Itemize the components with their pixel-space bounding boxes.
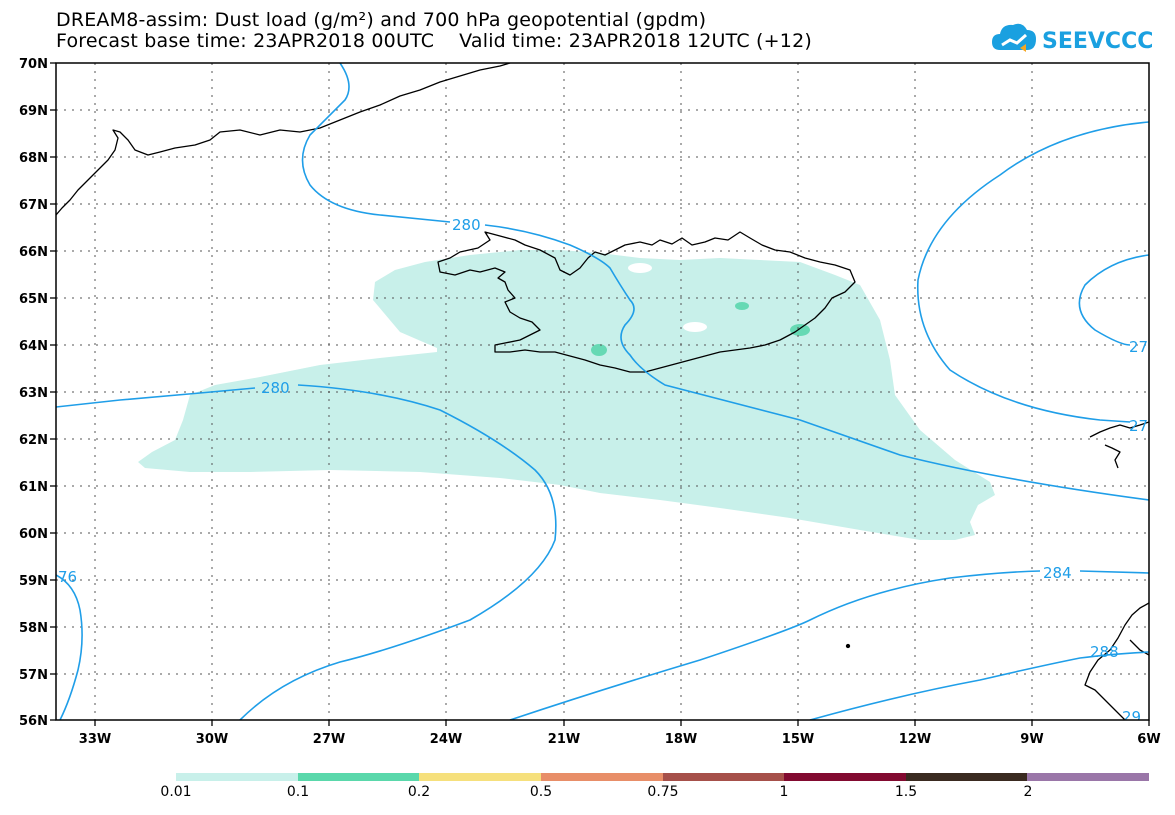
iceland-coast (437, 231, 856, 373)
dust-patch (790, 324, 810, 336)
lat-label: 63N (19, 386, 48, 401)
lat-label: 66N (19, 245, 48, 260)
cloud-chart-icon (992, 23, 1036, 52)
colorbar-label: 0.01 (160, 784, 192, 800)
lon-label: 9W (1020, 732, 1043, 747)
longitude-labels: 33W 30W 27W 24W 21W 18W 15W 12W 9W 6W (79, 732, 1161, 747)
lon-label: 21W (548, 732, 580, 747)
colorbar-label: 1 (779, 784, 789, 800)
contour-label: 27 (1129, 338, 1148, 356)
contour-27-east-inner (1078, 254, 1149, 346)
geopotential-contours (56, 63, 1149, 720)
colorbar-segment (297, 773, 420, 781)
colorbar-segment (1027, 773, 1149, 781)
lat-label: 64N (19, 339, 48, 354)
contour-280-north (301, 63, 1149, 501)
colorbar-label: 0.5 (529, 784, 553, 800)
lat-label: 70N (19, 57, 48, 72)
logo-text: SEEVCCC (1042, 29, 1153, 54)
contour-label: 288 (1090, 643, 1119, 661)
lat-label: 65N (19, 292, 48, 307)
colorbar-label: 0.2 (407, 784, 431, 800)
dust-patch (591, 344, 607, 356)
colorbar (176, 773, 1149, 781)
dust-area-low (138, 250, 995, 540)
faroe-coast (1089, 421, 1149, 438)
faroe-coast (1104, 444, 1121, 469)
lon-label: 15W (782, 732, 814, 747)
lat-label: 68N (19, 151, 48, 166)
lat-label: 62N (19, 433, 48, 448)
contour-280-south (56, 384, 557, 720)
contour-label: 29 (1122, 708, 1141, 726)
lat-label: 58N (19, 621, 48, 636)
scotland-coast (1129, 639, 1149, 656)
greenland-coast (56, 63, 511, 216)
dust-gap (628, 263, 652, 273)
lat-label: 56N (19, 714, 48, 729)
colorbar-segment (419, 773, 541, 781)
lat-label: 61N (19, 480, 48, 495)
scotland-coast (1084, 602, 1149, 720)
contour-low-west (56, 574, 83, 720)
colorbar-segment (176, 773, 298, 781)
lon-label: 24W (430, 732, 462, 747)
map-title: DREAM8-assim: Dust load (g/m²) and 700 h… (56, 9, 707, 31)
seevccc-logo: SEEVCCC (992, 23, 1153, 54)
map-subtitle-times: Forecast base time: 23APR2018 00UTC Vali… (56, 30, 812, 52)
lon-label: 33W (79, 732, 111, 747)
colorbar-label: 1.5 (894, 784, 918, 800)
colorbar-label: 0.1 (286, 784, 310, 800)
lon-label: 12W (899, 732, 931, 747)
dust-patch (735, 302, 749, 310)
lat-label: 69N (19, 104, 48, 119)
colorbar-label: 0.75 (647, 784, 679, 800)
dust-gap (683, 322, 707, 332)
lon-label: 18W (665, 732, 697, 747)
contour-284 (509, 570, 1149, 720)
coastlines (56, 63, 1149, 720)
contour-label: 280 (261, 379, 290, 397)
lon-label: 27W (313, 732, 345, 747)
lat-label: 67N (19, 198, 48, 213)
latitude-labels: 70N 69N 68N 67N 66N 65N 64N 63N 62N 61N … (19, 57, 48, 729)
lat-label: 57N (19, 668, 48, 683)
colorbar-segment (905, 773, 1028, 781)
contour-label: 76 (58, 568, 77, 586)
contour-label: 27 (1129, 417, 1148, 435)
axis-ticks (50, 62, 1150, 726)
lat-label: 59N (19, 574, 48, 589)
colorbar-segment (662, 773, 785, 781)
lat-label: 60N (19, 527, 48, 542)
colorbar-segment (540, 773, 663, 781)
lon-label: 6W (1137, 732, 1160, 747)
contour-27-east-outer (916, 121, 1149, 423)
contour-label: 280 (452, 216, 481, 234)
colorbar-segment (784, 773, 906, 781)
contour-label: 284 (1043, 564, 1072, 582)
colorbar-label: 2 (1023, 784, 1033, 800)
contour-288 (809, 651, 1149, 720)
lon-label: 30W (196, 732, 228, 747)
